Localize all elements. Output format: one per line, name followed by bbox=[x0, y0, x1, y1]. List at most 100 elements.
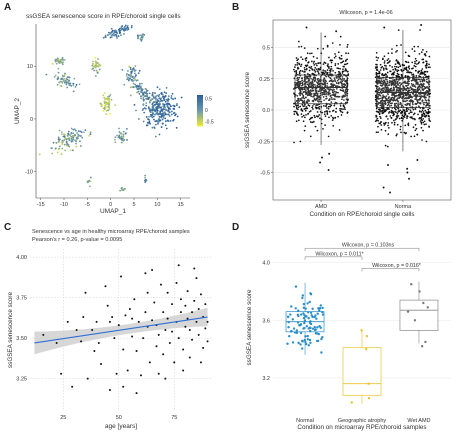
y-tick-label: -0.25 bbox=[257, 139, 270, 145]
data-point bbox=[311, 307, 314, 310]
data-point bbox=[314, 116, 316, 119]
data-point bbox=[339, 104, 342, 107]
data-point bbox=[341, 89, 344, 92]
umap-point bbox=[96, 72, 99, 74]
data-point bbox=[407, 55, 410, 58]
data-point bbox=[296, 64, 299, 66]
data-point bbox=[347, 52, 350, 55]
data-point bbox=[418, 85, 421, 88]
y-tick-label: 4.0 bbox=[262, 261, 270, 267]
data-point bbox=[428, 107, 431, 110]
data-point bbox=[206, 320, 209, 323]
data-point bbox=[323, 93, 326, 96]
umap-point bbox=[115, 30, 118, 32]
data-point bbox=[416, 63, 418, 65]
data-point bbox=[327, 63, 329, 65]
data-point bbox=[379, 69, 382, 71]
data-point bbox=[339, 107, 341, 110]
data-point bbox=[394, 63, 397, 66]
data-point bbox=[318, 90, 321, 92]
data-point bbox=[309, 329, 312, 333]
data-point bbox=[323, 81, 326, 84]
data-point bbox=[415, 127, 418, 130]
umap-point bbox=[148, 115, 150, 118]
data-point bbox=[316, 312, 319, 315]
umap-point bbox=[120, 34, 122, 37]
data-point bbox=[324, 124, 326, 126]
data-point bbox=[344, 69, 347, 72]
legend-gradient-step bbox=[197, 113, 203, 115]
data-point bbox=[310, 65, 313, 68]
data-point bbox=[388, 108, 390, 110]
data-point bbox=[385, 68, 388, 70]
umap-point bbox=[174, 97, 177, 100]
umap-point bbox=[170, 110, 173, 113]
umap-point bbox=[129, 77, 132, 80]
data-point bbox=[297, 106, 300, 109]
data-point bbox=[146, 291, 149, 294]
data-point bbox=[166, 317, 169, 320]
data-point bbox=[344, 84, 347, 86]
data-point bbox=[414, 107, 417, 110]
data-point bbox=[379, 90, 382, 93]
umap-point bbox=[140, 97, 143, 100]
data-point bbox=[300, 99, 303, 102]
umap-point bbox=[63, 73, 66, 76]
data-point bbox=[376, 75, 378, 78]
data-point bbox=[377, 89, 380, 92]
data-point bbox=[293, 68, 295, 71]
data-point bbox=[395, 118, 397, 120]
legend-gradient-step bbox=[197, 103, 203, 105]
data-point bbox=[403, 109, 406, 112]
umap-point bbox=[87, 181, 89, 184]
data-point bbox=[301, 97, 303, 99]
umap-point bbox=[61, 143, 64, 146]
data-point bbox=[310, 60, 313, 63]
data-point bbox=[303, 108, 306, 110]
data-point bbox=[396, 116, 399, 119]
data-point bbox=[424, 340, 427, 344]
umap-point bbox=[125, 127, 128, 130]
data-point bbox=[423, 123, 426, 126]
data-point bbox=[422, 83, 425, 85]
data-point bbox=[429, 92, 431, 95]
data-point bbox=[397, 94, 399, 97]
data-point bbox=[301, 82, 303, 85]
data-point bbox=[406, 103, 409, 106]
data-point bbox=[414, 65, 417, 68]
data-point bbox=[429, 66, 431, 69]
data-point bbox=[335, 91, 338, 94]
data-point bbox=[397, 102, 400, 104]
umap-point bbox=[156, 112, 159, 114]
umap-point bbox=[143, 91, 146, 94]
data-point bbox=[407, 93, 410, 96]
data-point bbox=[298, 45, 300, 48]
data-point bbox=[295, 72, 298, 75]
umap-point bbox=[89, 133, 92, 136]
data-point bbox=[305, 92, 308, 95]
data-point bbox=[320, 105, 323, 108]
umap-point bbox=[151, 98, 154, 101]
data-point bbox=[384, 97, 387, 100]
umap-point bbox=[158, 97, 161, 100]
umap-point bbox=[170, 95, 173, 97]
umap-point bbox=[62, 140, 65, 143]
data-point bbox=[385, 73, 387, 76]
umap-point bbox=[165, 87, 168, 89]
data-point bbox=[388, 89, 390, 92]
data-point bbox=[344, 90, 347, 93]
data-point bbox=[204, 303, 207, 306]
data-point bbox=[298, 71, 301, 73]
data-point bbox=[423, 113, 426, 116]
data-point bbox=[426, 90, 429, 93]
data-point bbox=[301, 93, 304, 95]
data-point bbox=[379, 63, 382, 66]
umap-points bbox=[38, 24, 183, 192]
umap-point bbox=[51, 62, 54, 65]
data-point bbox=[331, 80, 334, 83]
umap-point bbox=[74, 129, 77, 132]
data-point bbox=[375, 102, 377, 105]
data-point bbox=[330, 83, 333, 86]
data-point bbox=[415, 83, 417, 85]
data-point bbox=[407, 108, 410, 111]
